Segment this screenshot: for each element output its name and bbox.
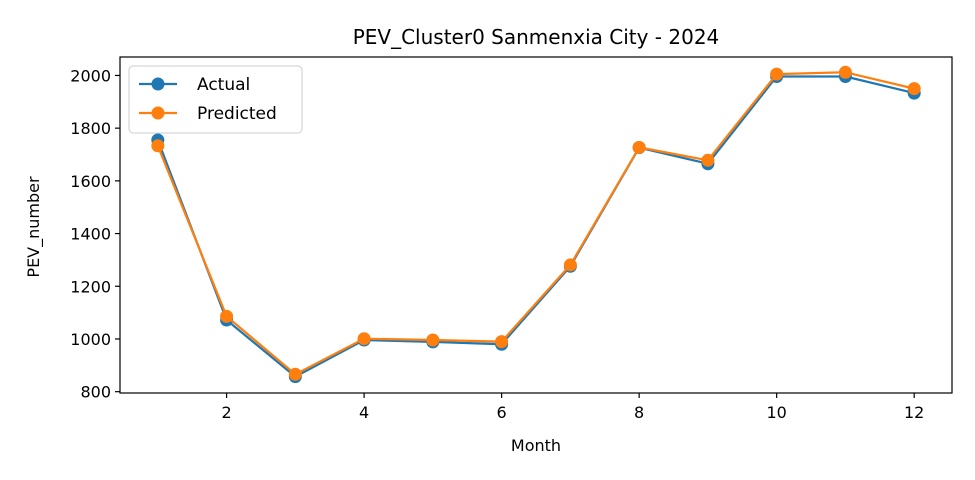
y-tick-label: 1600	[70, 172, 111, 191]
data-point-predicted	[426, 333, 440, 347]
x-tick-label: 12	[904, 403, 924, 422]
chart-title: PEV_Cluster0 Sanmenxia City - 2024	[353, 25, 720, 49]
data-point-predicted	[907, 82, 921, 96]
data-point-predicted	[151, 139, 165, 153]
data-point-predicted	[701, 153, 715, 167]
legend-marker-predicted	[151, 106, 165, 120]
y-tick-label: 2000	[70, 66, 111, 85]
legend-box	[128, 65, 303, 134]
x-tick-label: 2	[221, 403, 231, 422]
y-tick-label: 1000	[70, 330, 111, 349]
data-point-predicted	[357, 332, 371, 346]
data-point-predicted	[495, 335, 509, 349]
legend-label-actual: Actual	[197, 75, 250, 95]
y-tick-label: 1800	[70, 119, 111, 138]
plot-area: 2 4 6 8 10 12 800 1000 1200 1400 1600 1800 2000	[70, 56, 953, 422]
legend: Actual Predicted	[128, 65, 303, 134]
data-point-predicted	[770, 67, 784, 81]
y-tick-label: 1200	[70, 277, 111, 296]
legend-label-predicted: Predicted	[197, 104, 277, 124]
legend-marker-actual	[151, 77, 165, 91]
y-axis-label: PEV_number	[24, 176, 44, 278]
data-point-predicted	[563, 258, 577, 272]
series-line-predicted	[156, 71, 915, 376]
x-tick-label: 4	[359, 403, 369, 422]
x-tick-label: 10	[766, 403, 786, 422]
x-tick-label: 6	[497, 403, 507, 422]
y-tick-label: 1400	[70, 225, 111, 244]
x-axis-label: Month	[511, 436, 561, 455]
data-point-predicted	[220, 309, 234, 323]
data-point-predicted	[838, 65, 852, 79]
x-tick-label: 8	[634, 403, 644, 422]
data-point-predicted	[632, 140, 646, 154]
series-line-actual	[156, 75, 915, 378]
axes-frame	[119, 56, 953, 394]
y-tick-label: 800	[80, 383, 111, 402]
data-point-predicted	[288, 367, 302, 381]
